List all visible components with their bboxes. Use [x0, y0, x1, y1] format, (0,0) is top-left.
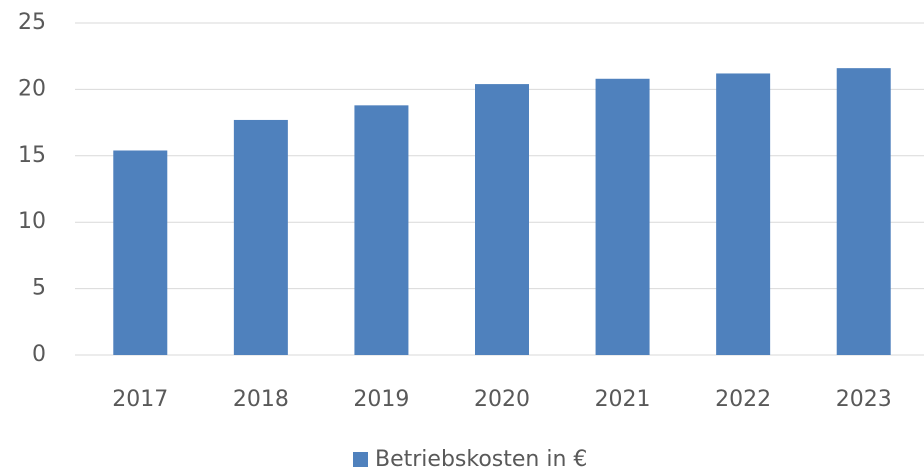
- legend-label: Betriebskosten in €: [375, 447, 587, 472]
- x-tick-label: 2018: [233, 387, 289, 412]
- y-tick-label: 20: [18, 76, 46, 101]
- bar: [595, 78, 650, 355]
- y-tick-label: 5: [32, 276, 46, 301]
- bar: [475, 84, 529, 355]
- legend-swatch: [353, 452, 368, 467]
- x-tick-label: 2023: [836, 387, 892, 412]
- bar: [233, 119, 288, 355]
- bar: [354, 105, 409, 355]
- bar: [836, 68, 891, 355]
- y-tick-label: 10: [18, 209, 46, 234]
- x-tick-label: 2022: [715, 387, 771, 412]
- x-tick-label: 2020: [474, 387, 530, 412]
- y-tick-label: 25: [18, 10, 46, 35]
- bar: [716, 73, 771, 356]
- y-tick-label: 15: [18, 143, 46, 168]
- y-tick-label: 0: [32, 342, 46, 367]
- x-tick-label: 2017: [112, 387, 168, 412]
- x-tick-label: 2019: [353, 387, 409, 412]
- bar: [113, 150, 168, 355]
- x-tick-label: 2021: [595, 387, 651, 412]
